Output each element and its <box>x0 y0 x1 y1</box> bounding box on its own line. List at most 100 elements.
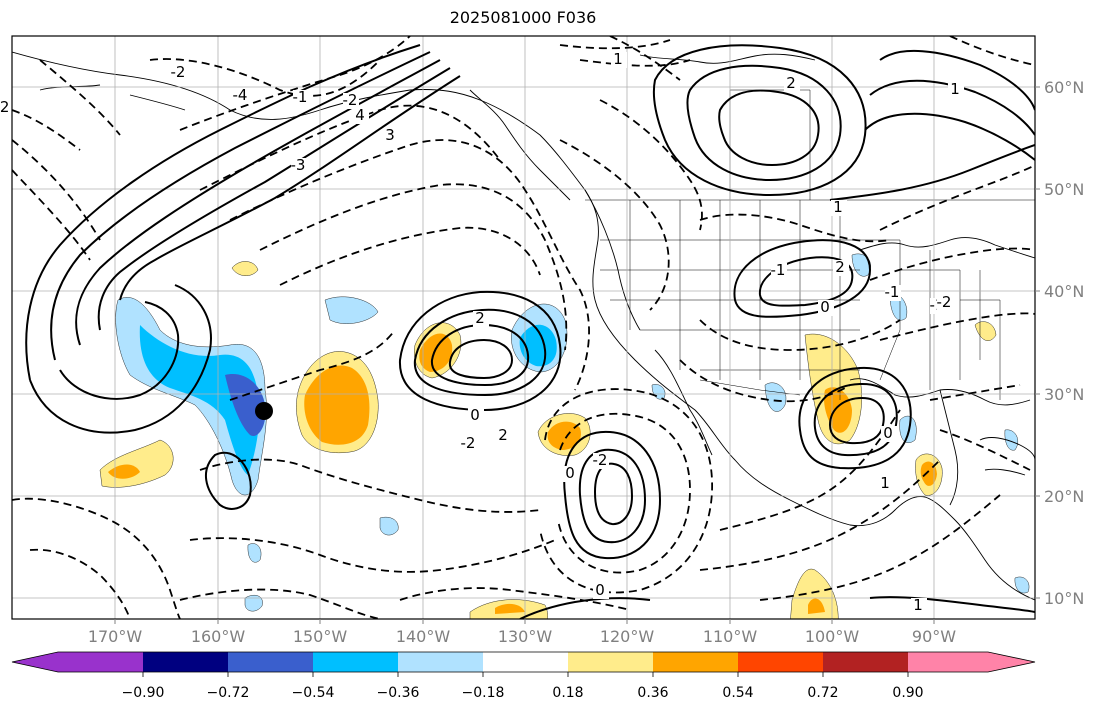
contour-label: 1 <box>613 50 623 68</box>
colorbar-bin <box>653 652 738 672</box>
contour-label-bg <box>473 311 489 327</box>
contour-label-bg <box>948 82 964 98</box>
colorbar-bin <box>568 652 653 672</box>
contour-label-bg <box>831 200 847 216</box>
colorbar-bin <box>143 652 228 672</box>
negative-anomaly-area <box>1014 576 1030 594</box>
contour-label: 2 <box>498 426 508 444</box>
contour-label: 1 <box>950 80 960 98</box>
contour-label: -2 <box>937 293 952 311</box>
colorbar-bin <box>228 652 313 672</box>
contour-label: 1 <box>880 474 890 492</box>
contour-label-bg <box>611 52 627 68</box>
dashed-contours <box>12 36 1035 619</box>
colorbar-tick-label: 0.36 <box>637 685 668 701</box>
colorbar-tick-labels: −0.90 −0.72 −0.54 −0.36 −0.18 0.18 0.36 … <box>122 685 924 701</box>
lon-label: 110°W <box>703 627 758 646</box>
contour-label-bg <box>353 108 369 124</box>
negative-anomaly-area <box>851 253 871 277</box>
colorbar-ticks <box>142 672 909 677</box>
positive-anomaly-area <box>790 568 839 619</box>
contour-label: 1 <box>913 596 923 614</box>
contour-label-bg <box>771 263 787 279</box>
contour-label-bg <box>563 466 579 482</box>
map-title: 2025081000 F036 <box>449 8 597 27</box>
colorbar-tick-label: −0.36 <box>377 685 420 701</box>
map-frame <box>11 35 1036 620</box>
lat-label: 50°N <box>1044 180 1084 199</box>
latitude-labels: 60°N 50°N 40°N 30°N 20°N 10°N <box>1044 78 1084 608</box>
contour-label-bg <box>233 88 249 104</box>
lat-label: 40°N <box>1044 282 1084 301</box>
contour-label: -2 <box>171 63 186 81</box>
contour-label-bg <box>496 428 512 444</box>
contour-label-bg <box>784 76 800 92</box>
negative-anomaly-area <box>899 415 917 443</box>
contour-label-bg <box>343 93 359 109</box>
contour-label: 1 <box>833 198 843 216</box>
colorbar-tick-label: 0.72 <box>807 685 838 701</box>
contour-label-bg <box>911 598 927 614</box>
contour-label-bg <box>818 300 834 316</box>
colorbar-tick-label: −0.54 <box>292 685 335 701</box>
colorbar-tick-label: 0.18 <box>552 685 583 701</box>
contour-label-bg <box>171 65 187 81</box>
lon-label: 170°W <box>88 627 143 646</box>
contour-label: 0 <box>565 464 575 482</box>
colorbar-bin <box>483 652 568 672</box>
lon-label: 100°W <box>805 627 860 646</box>
positive-anomaly-area-strong <box>108 464 140 479</box>
colorbar-under-bin <box>58 652 143 672</box>
contour-label: -2 <box>593 451 608 469</box>
negative-anomaly-area <box>247 543 262 563</box>
lon-label: 140°W <box>396 627 451 646</box>
colorbar-under-arrow <box>12 652 58 672</box>
positive-anomaly-area-strong <box>419 333 453 372</box>
contour-label: -3 <box>291 156 306 174</box>
colorbar-tick-label: 0.90 <box>892 685 923 701</box>
colorbar-bin <box>398 652 483 672</box>
contour-label: -2 <box>461 434 476 452</box>
negative-anomaly-area <box>244 595 263 612</box>
contour-label-bg <box>885 285 901 301</box>
contour-label: 0 <box>470 406 480 424</box>
contour-label-bg <box>461 436 477 452</box>
contour-label-bg <box>0 100 11 116</box>
contour-label: 4 <box>355 106 365 124</box>
contour-label-bg <box>293 90 309 106</box>
contour-label-bg <box>291 158 307 174</box>
negative-anomaly-area <box>379 517 399 536</box>
lon-label: 150°W <box>293 627 348 646</box>
colorbar: −0.90 −0.72 −0.54 −0.36 −0.18 0.18 0.36 … <box>11 651 1036 701</box>
contour-label-bg <box>881 426 897 442</box>
positive-anomaly-area-strong <box>808 598 825 614</box>
contour-label-bg <box>878 476 894 492</box>
colorbar-bin <box>823 652 908 672</box>
positive-anomaly-area <box>231 261 259 276</box>
lat-label: 60°N <box>1044 78 1084 97</box>
location-marker-dot <box>255 402 273 420</box>
negative-anomaly-area <box>324 296 379 324</box>
contour-label: 0 <box>820 298 830 316</box>
colorbar-over-arrow <box>908 652 1035 672</box>
colorbar-tick-label: −0.90 <box>122 685 165 701</box>
contour-label: 2 <box>835 258 845 276</box>
contour-label: 0 <box>595 581 605 599</box>
lat-label: 10°N <box>1044 589 1084 608</box>
contour-label: 3 <box>385 126 395 144</box>
colorbar-tick-label: 0.54 <box>722 685 753 701</box>
contour-label-bg <box>593 453 609 469</box>
positive-anomaly-area-strong <box>547 421 581 450</box>
contour-label: -2 <box>0 98 9 116</box>
contour-label: 2 <box>786 74 796 92</box>
positive-anomaly-area-strong <box>304 365 370 445</box>
negative-anomaly-area <box>764 382 787 412</box>
lat-label: 20°N <box>1044 487 1084 506</box>
contour-label-bg <box>468 408 484 424</box>
colorbar-tick-label: −0.18 <box>462 685 505 701</box>
lon-label: 130°W <box>498 627 553 646</box>
lat-label: 30°N <box>1044 385 1084 404</box>
negative-anomaly-area-core <box>225 374 266 436</box>
contour-label: -1 <box>293 88 308 106</box>
